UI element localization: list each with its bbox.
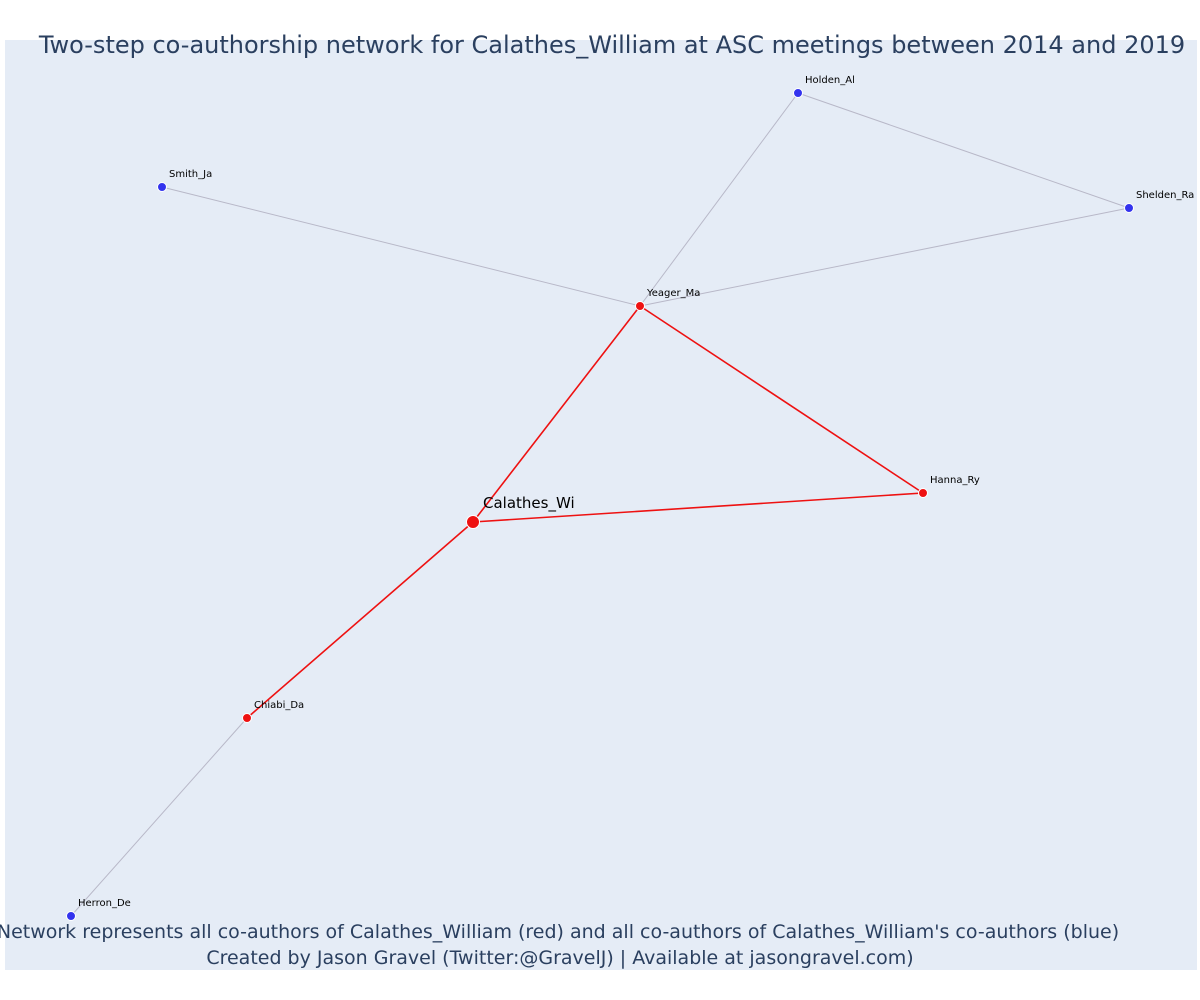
- caption-line-1: Network represents all co-authors of Cal…: [0, 921, 1119, 943]
- node-label-herron: Herron_De: [78, 898, 131, 909]
- edge-calathes-chiabi: [246, 521, 474, 719]
- labels-layer: Calathes_Wi Yeager_Ma Hanna_Ry Chiabi_Da Hol…: [78, 75, 1194, 909]
- node-label-shelden: Shelden_Ra: [1136, 190, 1194, 201]
- edge-calathes-hanna: [472, 492, 924, 523]
- nodes-layer: [66, 88, 1134, 921]
- node-label-smith: Smith_Ja: [169, 169, 212, 180]
- caption-line-2: Created by Jason Gravel (Twitter:@Gravel…: [206, 947, 913, 969]
- node-label-calathes: Calathes_Wi: [483, 494, 575, 513]
- node-label-holden: Holden_Al: [805, 75, 855, 86]
- node-calathes[interactable]: [466, 515, 480, 529]
- node-label-chiabi: Chiabi_Da: [254, 700, 304, 711]
- chart-title: Two-step co-authorship network for Calat…: [38, 31, 1185, 59]
- edge-calathes-yeager: [472, 305, 641, 523]
- node-hanna[interactable]: [918, 488, 928, 498]
- node-shelden[interactable]: [1124, 203, 1134, 213]
- node-herron[interactable]: [66, 911, 76, 921]
- node-chiabi[interactable]: [242, 713, 252, 723]
- edge-yeager-hanna: [639, 305, 924, 494]
- node-smith[interactable]: [157, 182, 167, 192]
- edge-holden-shelden: [797, 92, 1130, 209]
- edge-yeager-shelden: [639, 207, 1130, 307]
- edge-yeager-smith: [161, 186, 641, 307]
- node-label-hanna: Hanna_Ry: [930, 475, 980, 486]
- node-yeager[interactable]: [635, 301, 645, 311]
- plot-background: [5, 40, 1197, 970]
- edges-layer: [70, 92, 1130, 917]
- node-label-yeager: Yeager_Ma: [646, 288, 700, 299]
- edge-chiabi-herron: [70, 717, 248, 917]
- node-holden[interactable]: [793, 88, 803, 98]
- edge-yeager-holden: [639, 92, 799, 307]
